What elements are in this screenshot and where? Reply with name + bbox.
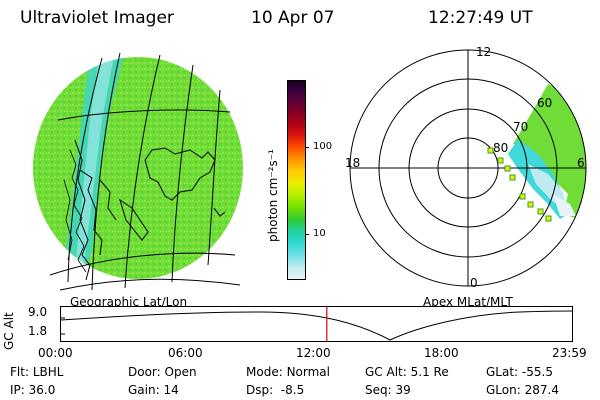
- colorbar-unit-label: photon cm⁻²s⁻¹: [266, 149, 280, 242]
- polar-caption: Apex MLat/MLT: [423, 295, 513, 309]
- info-mode-value: Normal: [286, 365, 330, 379]
- altitude-tick-low: 1.8: [28, 324, 48, 338]
- info-mode: Mode: Normal: [246, 365, 330, 379]
- info-glon-value: 287.4: [524, 383, 559, 397]
- colorbar-tick-10: [305, 234, 309, 235]
- info-glat: GLat: -55.5: [486, 365, 553, 379]
- time-tick-1200: 12:00: [296, 346, 331, 360]
- polar-plot: [349, 49, 587, 287]
- info-door-label: Door:: [128, 365, 161, 379]
- mlt-label-12: 12: [476, 45, 492, 59]
- info-seq-label: Seq:: [365, 383, 392, 397]
- info-flt-value: LBHL: [32, 365, 64, 379]
- colorbar-label-10: 10: [313, 228, 326, 239]
- time-tick-0000: 00:00: [38, 346, 73, 360]
- colorbar: [287, 80, 306, 280]
- info-gcalt-value: 5.1 Re: [410, 365, 449, 379]
- info-glat-value: -55.5: [521, 365, 553, 379]
- colorbar-label-100: 100: [313, 141, 333, 152]
- altitude-tick-high: 9.0: [28, 305, 48, 319]
- map-caption: Geographic Lat/Lon: [70, 295, 188, 309]
- time-label: 12:27:49 UT: [428, 8, 533, 28]
- info-ip: IP: 36.0: [10, 383, 55, 397]
- info-glon-label: GLon:: [486, 383, 521, 397]
- info-dsp-label: Dsp:: [246, 383, 274, 397]
- info-gain-value: 14: [163, 383, 179, 397]
- info-gcalt: GC Alt: 5.1 Re: [365, 365, 449, 379]
- info-ip-value: 36.0: [28, 383, 56, 397]
- time-tick-0600: 06:00: [168, 346, 203, 360]
- mlt-label-18: 18: [345, 156, 361, 170]
- time-tick-1800: 18:00: [424, 346, 459, 360]
- info-dsp: Dsp: -8.5: [246, 383, 304, 397]
- altitude-axis-label: GC Alt: [2, 312, 16, 350]
- date-label: 10 Apr 07: [251, 8, 335, 28]
- info-flt-label: Flt:: [10, 365, 29, 379]
- info-seq-value: 39: [395, 383, 411, 397]
- info-flt: Flt: LBHL: [10, 365, 63, 379]
- mlt-label-6: 6: [577, 156, 585, 170]
- info-seq: Seq: 39: [365, 383, 411, 397]
- mlt-label-0: 0: [470, 276, 478, 290]
- info-gcalt-label: GC Alt:: [365, 365, 407, 379]
- geographic-map: [33, 52, 243, 291]
- info-glat-label: GLat:: [486, 365, 519, 379]
- mlat-label-60: 60: [537, 96, 553, 110]
- info-gain: Gain: 14: [128, 383, 179, 397]
- info-mode-label: Mode:: [246, 365, 283, 379]
- mlat-label-80: 80: [493, 141, 509, 155]
- info-dsp-value: -8.5: [280, 383, 305, 397]
- altitude-strip: [60, 306, 573, 342]
- info-door: Door: Open: [128, 365, 197, 379]
- info-ip-label: IP:: [10, 383, 25, 397]
- info-door-value: Open: [164, 365, 197, 379]
- time-tick-2359: 23:59: [552, 346, 587, 360]
- mlat-label-70: 70: [513, 120, 529, 134]
- colorbar-tick-100: [305, 147, 309, 148]
- info-gain-label: Gain:: [128, 383, 160, 397]
- app-title: Ultraviolet Imager: [20, 8, 174, 28]
- info-glon: GLon: 287.4: [486, 383, 559, 397]
